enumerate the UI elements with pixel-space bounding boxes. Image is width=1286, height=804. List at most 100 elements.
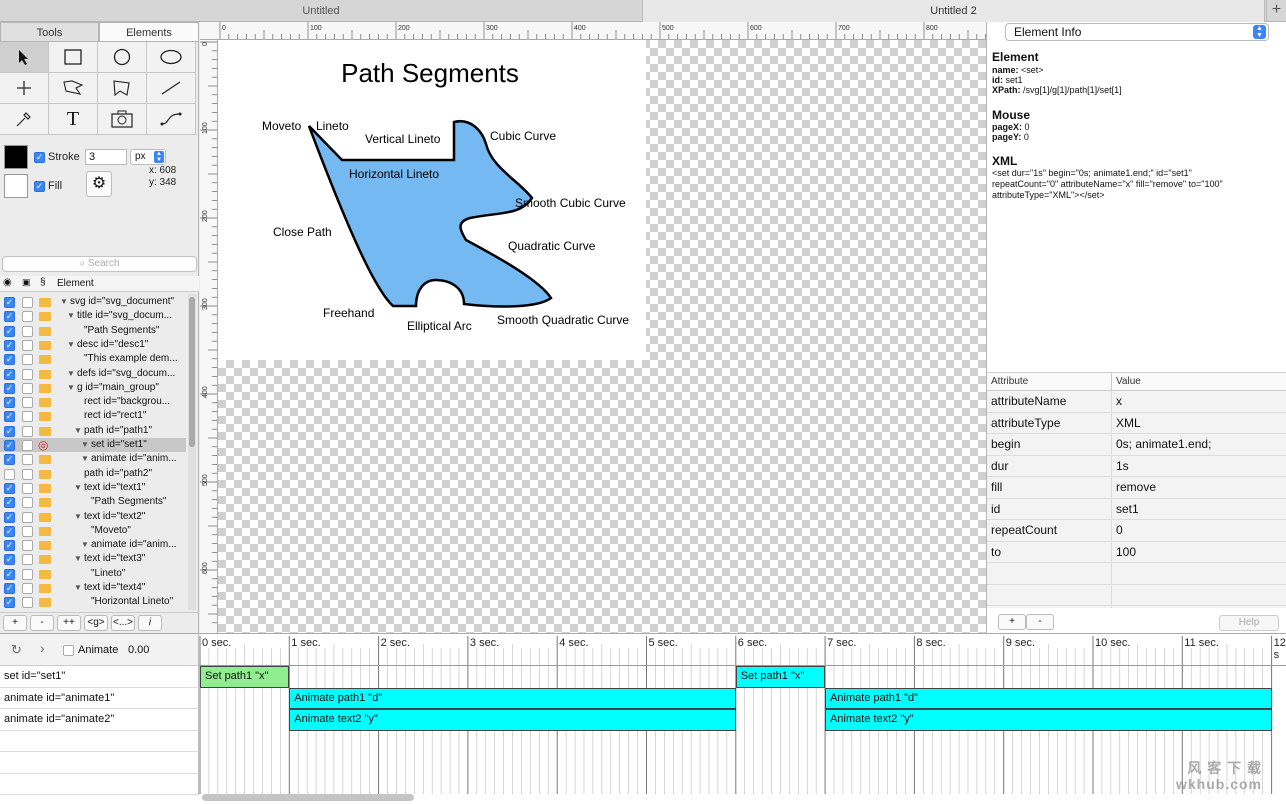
timeline-bar[interactable]: Animate text2 "y" xyxy=(289,709,736,731)
visibility-checkbox[interactable]: ✓ xyxy=(4,354,15,366)
fill-color-swatch[interactable] xyxy=(4,174,28,198)
tab-tools[interactable]: Tools xyxy=(0,22,99,42)
search-input[interactable]: ⌕ Search xyxy=(2,256,197,272)
visibility-checkbox[interactable]: ✓ xyxy=(4,568,15,580)
polygon-icon[interactable] xyxy=(98,73,147,104)
tree-row[interactable]: ✓ ▼ text id="text4" xyxy=(0,581,186,595)
tree-row[interactable]: ✓ ▼ desc id="desc1" xyxy=(0,338,186,352)
document-tab-untitled[interactable]: Untitled xyxy=(0,0,643,22)
visibility-checkbox[interactable]: ✓ xyxy=(4,454,15,466)
tree-row[interactable]: ✓ ▼ text id="text3" xyxy=(0,552,186,566)
attribute-row[interactable]: dur 1s xyxy=(987,456,1286,477)
remove-attribute-button[interactable]: - xyxy=(1026,614,1054,630)
remove-element-button[interactable]: - xyxy=(30,615,54,631)
attribute-value[interactable]: set1 xyxy=(1116,501,1139,516)
lock-checkbox[interactable] xyxy=(22,540,33,552)
lock-checkbox[interactable] xyxy=(22,339,33,351)
visibility-checkbox[interactable]: ✓ xyxy=(4,511,15,523)
lock-checkbox[interactable] xyxy=(22,354,33,366)
visibility-checkbox[interactable]: ✓ xyxy=(4,597,15,609)
visibility-checkbox[interactable]: ✓ xyxy=(4,554,15,566)
timeline-track-name[interactable]: animate id="animate2" xyxy=(0,709,199,731)
timeline-bar[interactable]: Set path1 "x" xyxy=(735,666,826,688)
tree-scrollbar[interactable] xyxy=(188,294,196,610)
visibility-checkbox[interactable]: ✓ xyxy=(4,368,15,380)
tree-row[interactable]: ✓ rect id="rect1" xyxy=(0,409,186,423)
visibility-checkbox[interactable]: ✓ xyxy=(4,325,15,337)
disclosure-triangle-icon[interactable]: ▼ xyxy=(67,339,75,349)
disclosure-triangle-icon[interactable]: ▼ xyxy=(74,511,82,521)
attribute-row[interactable]: attributeName x xyxy=(987,391,1286,413)
disclosure-triangle-icon[interactable]: ▼ xyxy=(67,382,75,392)
duplicate-element-button[interactable]: ++ xyxy=(57,615,81,631)
new-tab-button[interactable]: + xyxy=(1266,0,1286,22)
lock-checkbox[interactable] xyxy=(22,382,33,394)
attribute-row[interactable]: fill remove xyxy=(987,477,1286,499)
visibility-checkbox[interactable]: ✓ xyxy=(4,311,15,323)
tree-row[interactable]: ✓ ▼ defs id="svg_docum... xyxy=(0,367,186,381)
tree-row[interactable]: path id="path2" xyxy=(0,467,186,481)
lock-checkbox[interactable] xyxy=(22,397,33,409)
lock-checkbox[interactable] xyxy=(22,497,33,509)
lock-checkbox[interactable] xyxy=(22,411,33,423)
attribute-value[interactable]: 0s; animate1.end; xyxy=(1116,437,1212,451)
document-tab-untitled-2[interactable]: Untitled 2 xyxy=(643,0,1265,22)
tree-row[interactable]: ✓ ▼ svg id="svg_document" xyxy=(0,295,186,309)
timeline-bar[interactable]: Animate path1 "d" xyxy=(825,687,1272,709)
visibility-checkbox[interactable]: ✓ xyxy=(4,397,15,409)
visibility-checkbox[interactable]: ✓ xyxy=(4,540,15,552)
disclosure-triangle-icon[interactable]: ▼ xyxy=(74,425,82,435)
add-element-button[interactable]: + xyxy=(3,615,27,631)
lock-checkbox[interactable] xyxy=(22,568,33,580)
stroke-color-swatch[interactable] xyxy=(4,145,28,169)
visibility-checkbox[interactable]: ✓ xyxy=(4,382,15,394)
fill-checkbox[interactable]: ✓ xyxy=(34,181,45,192)
crosshair-point-icon[interactable] xyxy=(0,73,49,104)
visibility-checkbox[interactable]: ✓ xyxy=(4,482,15,494)
ungroup-button[interactable]: <...> xyxy=(111,615,135,631)
stroke-checkbox[interactable]: ✓ xyxy=(34,152,45,163)
attribute-value[interactable]: x xyxy=(1116,394,1122,408)
visibility-checkbox[interactable]: ✓ xyxy=(4,411,15,423)
lock-checkbox[interactable] xyxy=(22,511,33,523)
polyline-icon[interactable] xyxy=(49,73,98,104)
tree-row[interactable]: ✓ "Moveto" xyxy=(0,524,186,538)
tree-row[interactable]: ✓ ▼ text id="text2" xyxy=(0,510,186,524)
attribute-value[interactable]: 100 xyxy=(1116,544,1137,559)
lock-checkbox[interactable] xyxy=(22,482,33,494)
disclosure-triangle-icon[interactable]: ▼ xyxy=(74,482,82,492)
text-icon[interactable]: T xyxy=(49,104,98,135)
line-icon[interactable] xyxy=(147,73,196,104)
timeline-bar[interactable]: Animate text2 "y" xyxy=(825,709,1272,731)
lock-checkbox[interactable] xyxy=(22,368,33,380)
tree-row[interactable]: ✓ ◎ ▼ set id="set1" xyxy=(0,438,186,453)
timeline-scrollbar-thumb[interactable] xyxy=(202,794,414,801)
disclosure-triangle-icon[interactable]: ▼ xyxy=(81,540,89,550)
gear-icon[interactable]: ⚙ xyxy=(86,171,112,197)
timeline-grid[interactable]: 0 sec. 1 sec. 2 sec. 3 sec. 4 sec. 5 sec. 6 se… xyxy=(199,634,1286,794)
path1-shape[interactable] xyxy=(307,119,553,308)
attribute-row[interactable]: attributeType XML xyxy=(987,413,1286,434)
tree-row[interactable]: ✓ ▼ path id="path1" xyxy=(0,424,186,438)
attribute-value[interactable]: XML xyxy=(1116,415,1141,430)
tree-scrollbar-thumb[interactable] xyxy=(189,297,195,447)
disclosure-triangle-icon[interactable]: ▼ xyxy=(60,297,68,306)
lock-checkbox[interactable] xyxy=(22,554,33,566)
visibility-checkbox[interactable]: ✓ xyxy=(4,297,15,308)
timeline-track-name[interactable]: animate id="animate1" xyxy=(0,687,199,709)
tree-row[interactable]: ✓ rect id="backgrou... xyxy=(0,395,186,409)
play-chevron-icon[interactable]: › xyxy=(40,640,45,656)
attribute-value[interactable]: 1s xyxy=(1116,458,1129,473)
svg-document[interactable]: Path Segments Moveto Lineto Vertical Lin… xyxy=(218,40,646,360)
tree-row[interactable]: ✓ ▼ animate id="anim... xyxy=(0,538,186,552)
lock-checkbox[interactable] xyxy=(22,425,33,437)
image-camera-icon[interactable] xyxy=(98,104,147,135)
attribute-row[interactable]: to 100 xyxy=(987,542,1286,563)
ellipse-icon[interactable] xyxy=(147,42,196,73)
tree-row[interactable]: ✓ ▼ g id="main_group" xyxy=(0,381,186,395)
lock-checkbox[interactable] xyxy=(22,583,33,594)
tree-row[interactable]: ✓ "This example dem... xyxy=(0,352,186,366)
stroke-unit-select[interactable]: px ▲ ▼ xyxy=(130,149,166,165)
rectangle-icon[interactable] xyxy=(49,42,98,73)
lock-checkbox[interactable] xyxy=(22,325,33,337)
